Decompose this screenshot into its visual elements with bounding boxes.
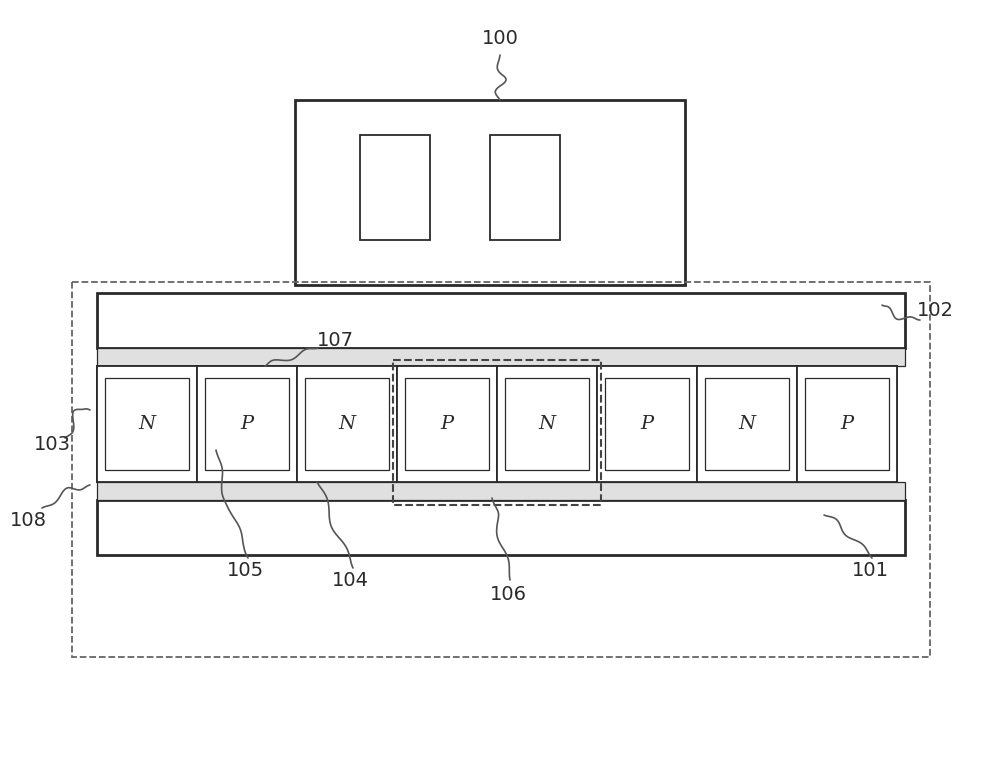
Bar bbox=[305, 378, 389, 470]
Bar bbox=[397, 366, 497, 482]
Bar bbox=[97, 366, 197, 482]
Bar bbox=[360, 135, 430, 240]
Bar bbox=[97, 348, 905, 366]
Bar bbox=[597, 366, 697, 482]
Text: 106: 106 bbox=[490, 584, 526, 604]
Bar bbox=[295, 100, 685, 285]
Text: 100: 100 bbox=[482, 29, 518, 47]
Bar bbox=[97, 293, 905, 348]
Text: 108: 108 bbox=[10, 511, 46, 529]
Bar bbox=[393, 360, 601, 505]
Text: N: N bbox=[338, 415, 356, 433]
Bar bbox=[697, 366, 797, 482]
Text: 107: 107 bbox=[316, 330, 354, 350]
Bar bbox=[297, 366, 397, 482]
Bar bbox=[405, 378, 489, 470]
Text: 103: 103 bbox=[34, 436, 70, 454]
Text: N: N bbox=[738, 415, 756, 433]
Text: P: P bbox=[240, 415, 254, 433]
Bar bbox=[797, 366, 897, 482]
Text: 105: 105 bbox=[226, 560, 264, 580]
Text: 104: 104 bbox=[332, 570, 368, 590]
Text: 102: 102 bbox=[916, 300, 954, 320]
Bar bbox=[97, 366, 897, 482]
Bar bbox=[205, 378, 289, 470]
Bar bbox=[490, 135, 560, 240]
Bar bbox=[97, 500, 905, 555]
Bar bbox=[705, 378, 789, 470]
Text: N: N bbox=[538, 415, 556, 433]
Text: P: P bbox=[640, 415, 654, 433]
Bar bbox=[97, 482, 905, 500]
Bar bbox=[497, 366, 597, 482]
Text: P: P bbox=[440, 415, 454, 433]
Bar bbox=[805, 378, 889, 470]
Bar bbox=[505, 378, 589, 470]
Text: N: N bbox=[138, 415, 156, 433]
Bar bbox=[605, 378, 689, 470]
Bar bbox=[105, 378, 189, 470]
Bar bbox=[197, 366, 297, 482]
Bar bbox=[72, 282, 930, 657]
Text: P: P bbox=[840, 415, 854, 433]
Text: 101: 101 bbox=[852, 560, 889, 580]
